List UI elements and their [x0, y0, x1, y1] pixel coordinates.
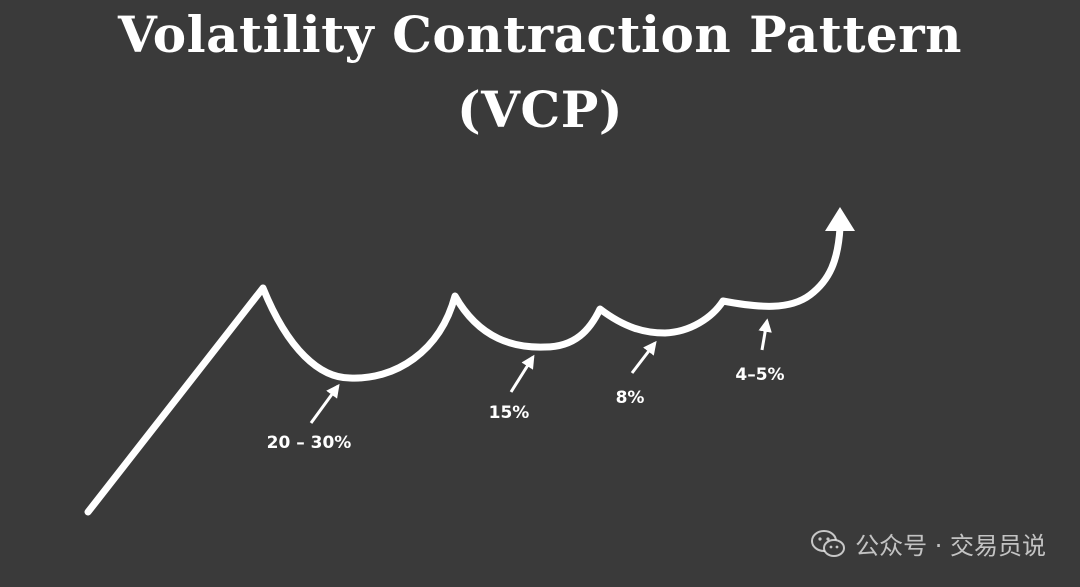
contraction-label-3: 8%: [616, 388, 645, 408]
watermark: 公众号 · 交易员说: [811, 526, 1046, 561]
contraction-arrow-4: [758, 318, 772, 351]
watermark-text: 公众号 · 交易员说: [855, 532, 1046, 560]
contraction-arrow-3: [630, 340, 657, 374]
breakout-arrowhead: [825, 207, 855, 231]
contraction-arrow-1: [309, 383, 340, 424]
contraction-label-1: 20 – 30%: [267, 433, 352, 453]
price-path: [84, 224, 844, 516]
diagram-subtitle: (VCP): [456, 80, 623, 139]
diagram-title: Volatility Contraction Pattern: [118, 5, 962, 64]
contraction-arrow-2: [509, 354, 535, 393]
contraction-label-4: 4–5%: [735, 365, 784, 385]
contraction-label-2: 15%: [489, 403, 530, 423]
wechat-icon: [811, 529, 846, 557]
